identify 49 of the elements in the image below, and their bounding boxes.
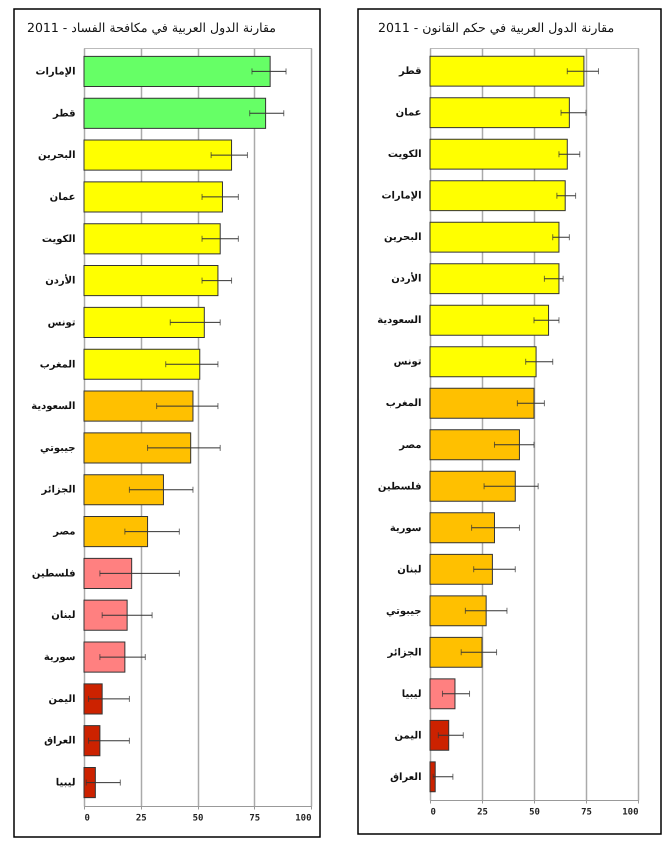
- x-tick-label: 50: [192, 814, 204, 824]
- y-tick-label: تونس: [48, 317, 76, 328]
- y-tick-label: البحرين: [38, 150, 76, 162]
- y-tick-label: اليمن: [394, 730, 422, 742]
- x-tick-label: 25: [477, 808, 488, 818]
- y-tick-label: المغرب: [40, 359, 76, 370]
- y-tick-label: مصر: [398, 440, 422, 451]
- x-tick-label: 100: [622, 808, 638, 818]
- y-tick-label: عمان: [50, 192, 76, 203]
- y-tick-label: الأردن: [45, 274, 76, 287]
- x-tick-label: 25: [136, 814, 147, 824]
- y-tick-label: لبنان: [397, 564, 422, 576]
- y-tick-label: جيبوتي: [40, 442, 76, 454]
- y-tick-label: الإمارات: [381, 190, 422, 202]
- x-tick-label: 0: [84, 814, 90, 824]
- x-tick-label: 75: [249, 814, 260, 824]
- y-tick-label: فلسطين: [32, 568, 76, 580]
- y-tick-label: جيبوتي: [386, 606, 422, 617]
- x-tick-label: 75: [581, 808, 592, 818]
- y-tick-label: قطر: [398, 66, 422, 78]
- y-tick-label: الجزائر: [386, 647, 422, 658]
- y-tick-label: اليمن: [48, 694, 76, 705]
- y-tick-label: سورية: [44, 652, 76, 664]
- y-tick-label: الكويت: [388, 149, 422, 160]
- y-tick-label: سورية: [390, 522, 422, 534]
- bar: [430, 263, 560, 294]
- y-tick-label: عمان: [396, 108, 422, 119]
- y-tick-label: ليبيا: [402, 688, 422, 700]
- chart-title: مقارنة الدول العربية في مكافحة الفساد - 2011: [27, 20, 276, 36]
- y-tick-label: السعودية: [377, 315, 422, 326]
- x-tick-label: 100: [295, 814, 312, 824]
- y-tick-label: فلسطين: [378, 481, 422, 492]
- y-tick-label: الكويت: [42, 234, 76, 245]
- y-tick-label: ليبيا: [56, 778, 76, 789]
- y-tick-label: مصر: [52, 526, 76, 538]
- y-tick-label: العراق: [44, 736, 76, 747]
- y-tick-label: المغرب: [386, 398, 422, 410]
- y-tick-label: البحرين: [384, 232, 422, 244]
- chart-title: مقارنة الدول العربية في حكم القانون - 2011: [378, 20, 614, 36]
- y-tick-label: تونس: [394, 356, 422, 368]
- y-tick-label: السعودية: [31, 401, 76, 412]
- y-tick-label: الجزائر: [40, 484, 76, 496]
- x-tick-label: 0: [430, 808, 436, 818]
- y-tick-label: لبنان: [51, 610, 76, 622]
- y-tick-label: الأردن: [391, 272, 422, 285]
- y-tick-label: الإمارات: [35, 66, 76, 78]
- x-tick-label: 50: [529, 808, 540, 818]
- y-tick-label: قطر: [52, 108, 76, 120]
- y-tick-label: العراق: [390, 772, 422, 783]
